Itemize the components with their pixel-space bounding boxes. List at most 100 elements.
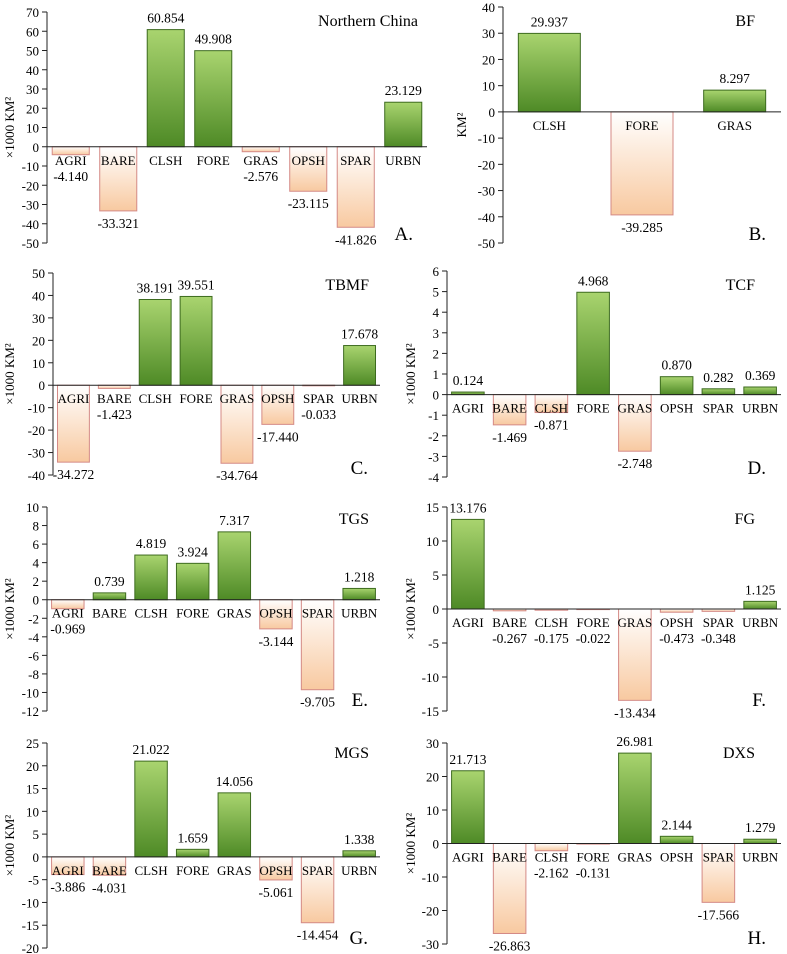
y-tick-label: 30 xyxy=(426,736,439,751)
y-axis-label: ×1000 KM² xyxy=(2,97,17,159)
y-tick-label: -10 xyxy=(478,131,495,146)
y-tick-label: -20 xyxy=(22,941,39,954)
category-label: GRAS xyxy=(618,850,653,865)
bar-urbn xyxy=(384,101,423,148)
category-label: SPAR xyxy=(340,153,372,168)
y-tick-label: 40 xyxy=(482,0,495,15)
data-label: -0.131 xyxy=(576,866,611,881)
chart-panel-bf: -50 -40 -30 -20 -10 0 10 20 30 40 KM² CLSH 29.937 FOR… xyxy=(454,0,781,251)
bar-spar xyxy=(336,146,375,228)
y-tick-label: 70 xyxy=(26,5,39,20)
category-label: FORE xyxy=(625,118,658,133)
data-label: 39.551 xyxy=(178,277,215,292)
category-label: FORE xyxy=(176,606,209,621)
category-label: CLSH xyxy=(134,606,167,621)
y-tick-label: 2 xyxy=(433,346,440,361)
y-tick-label: -12 xyxy=(22,704,39,719)
data-label: 8.297 xyxy=(719,71,750,86)
bar-gras xyxy=(217,792,252,858)
bar-urbn xyxy=(743,386,777,396)
y-tick-label: 10 xyxy=(482,79,495,94)
category-label: FORE xyxy=(577,615,610,630)
bar-gras xyxy=(703,89,767,113)
data-label: 21.713 xyxy=(449,752,486,767)
category-label: CLSH xyxy=(533,118,566,133)
y-tick-label: -8 xyxy=(28,667,39,682)
y-axis-label: KM² xyxy=(454,112,469,137)
data-label: 60.854 xyxy=(147,11,184,26)
category-label: FORE xyxy=(179,391,212,406)
data-label: -0.871 xyxy=(534,418,569,433)
data-label: 4.819 xyxy=(136,536,167,551)
bar-urbn xyxy=(743,838,777,844)
data-label: -0.033 xyxy=(301,407,336,422)
y-axis-label: ×1000 KM² xyxy=(403,578,418,640)
bar-gras xyxy=(618,752,652,844)
y-tick-label: 10 xyxy=(32,356,45,371)
data-label: 0.870 xyxy=(661,358,692,373)
y-tick-label: -50 xyxy=(478,236,495,251)
y-axis-label: ×1000 KM² xyxy=(2,815,17,877)
y-tick-label: 40 xyxy=(26,63,39,78)
data-label: -0.473 xyxy=(659,631,694,646)
category-label: OPSH xyxy=(259,863,292,878)
bar-clsh xyxy=(517,32,581,113)
bar-spar xyxy=(701,843,736,903)
y-tick-label: 10 xyxy=(26,804,39,819)
bar-bare xyxy=(99,146,138,212)
y-tick-label: -1 xyxy=(428,408,439,423)
y-tick-label: 5 xyxy=(433,285,440,300)
chart-title: DXS xyxy=(723,745,755,762)
category-label: CLSH xyxy=(134,863,167,878)
category-label: GRAS xyxy=(217,606,252,621)
y-tick-label: -40 xyxy=(22,217,39,232)
y-tick-label: 3 xyxy=(433,326,440,341)
y-tick-label: -20 xyxy=(28,423,45,438)
chart-panel-mgs: -20 -15 -10 -5 0 5 10 15 20 25 ×1000 KM² AGRI -3.886… xyxy=(2,736,380,954)
category-label: GRAS xyxy=(618,401,653,416)
category-label: GRAS xyxy=(220,391,255,406)
category-label: SPAR xyxy=(303,391,335,406)
data-label: -17.566 xyxy=(698,907,740,922)
data-label: -0.175 xyxy=(534,631,569,646)
bar-clsh xyxy=(146,29,185,148)
bar-gras xyxy=(220,384,254,464)
data-label: -9.705 xyxy=(300,695,335,710)
data-label: 7.317 xyxy=(219,513,250,528)
y-tick-label: -30 xyxy=(422,937,439,952)
bar-opsh xyxy=(659,835,694,845)
bar-urbn xyxy=(342,587,376,601)
y-tick-label: -30 xyxy=(478,184,495,199)
category-label: FORE xyxy=(577,850,610,865)
y-axis-label: ×1000 KM² xyxy=(403,813,418,875)
data-label: -2.576 xyxy=(243,169,278,184)
data-label: 0.282 xyxy=(703,370,733,385)
category-label: SPAR xyxy=(302,606,334,621)
y-tick-label: -4 xyxy=(428,470,439,485)
data-label: -1.423 xyxy=(97,407,132,422)
y-tick-label: 6 xyxy=(33,537,40,552)
y-tick-label: -20 xyxy=(422,904,439,919)
bar-fore xyxy=(610,111,674,216)
data-label: -0.348 xyxy=(701,631,736,646)
bar-urbn xyxy=(343,345,377,386)
category-label: CLSH xyxy=(535,850,568,865)
y-tick-label: -30 xyxy=(22,198,39,213)
data-label: -41.826 xyxy=(335,232,377,247)
data-label: -14.454 xyxy=(297,928,339,943)
category-label: AGRI xyxy=(452,850,484,865)
data-label: 21.022 xyxy=(133,742,170,757)
category-label: BARE xyxy=(492,401,527,416)
bar-agri xyxy=(451,770,485,845)
panel-letter: C. xyxy=(351,458,368,479)
data-label: -0.022 xyxy=(576,631,611,646)
category-label: BARE xyxy=(92,606,127,621)
data-label: 1.279 xyxy=(745,820,776,835)
y-tick-label: 0 xyxy=(433,388,440,403)
bar-urbn xyxy=(743,600,777,610)
data-label: 2.144 xyxy=(661,817,692,832)
y-tick-label: -2 xyxy=(28,611,39,626)
category-label: URBN xyxy=(385,153,422,168)
panel-letter: H. xyxy=(748,928,766,949)
bar-urbn xyxy=(342,850,376,858)
